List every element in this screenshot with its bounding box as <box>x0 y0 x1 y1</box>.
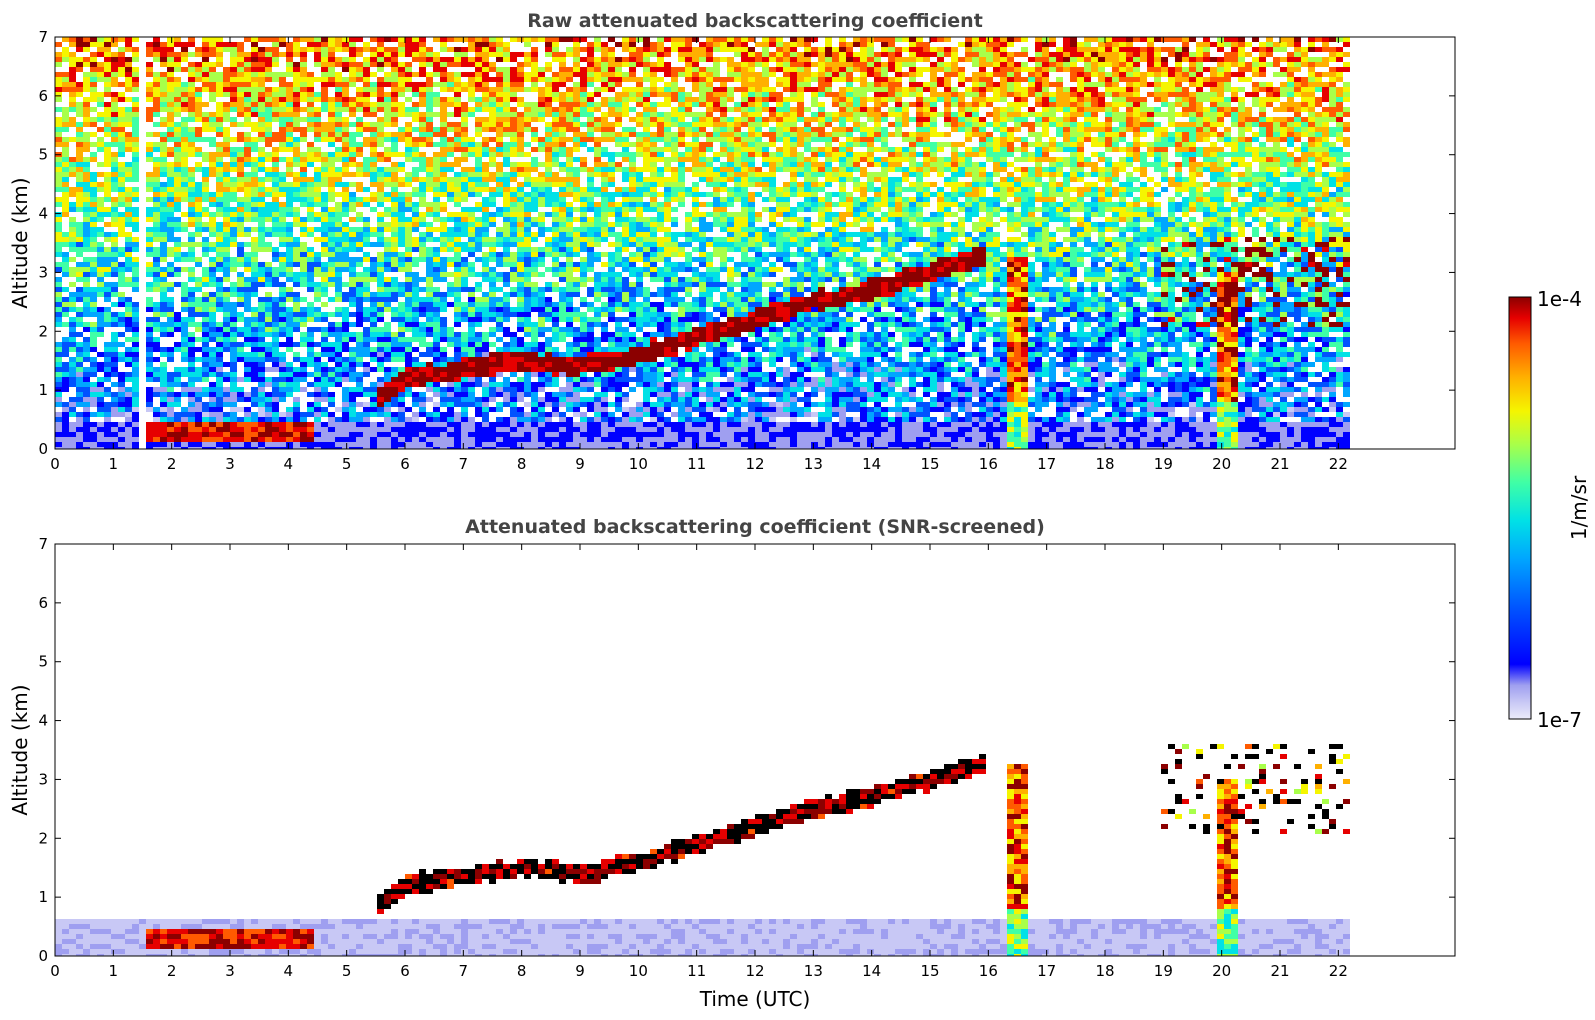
x-tick-label: 22 <box>1329 962 1348 980</box>
x-tick-label: 9 <box>575 455 585 473</box>
x-tick-label: 5 <box>342 455 352 473</box>
x-tick-label: 18 <box>1095 962 1114 980</box>
x-tick-label: 17 <box>1037 962 1056 980</box>
y-tick-label: 5 <box>38 146 48 164</box>
y-tick-label: 0 <box>38 440 48 458</box>
x-tick-label: 12 <box>745 455 764 473</box>
y-tick-label: 5 <box>38 653 48 671</box>
x-tick-label: 20 <box>1212 455 1231 473</box>
x-tick-label: 11 <box>687 962 706 980</box>
x-tick-label: 15 <box>920 962 939 980</box>
y-tick-label: 6 <box>38 87 48 105</box>
y-tick-label: 3 <box>38 263 48 281</box>
x-tick-label: 8 <box>517 962 527 980</box>
x-tick-label: 16 <box>979 962 998 980</box>
x-tick-label: 8 <box>517 455 527 473</box>
top-y-axis-label: Altitude (km) <box>8 177 32 308</box>
y-tick-label: 4 <box>38 205 48 223</box>
top-panel-title: Raw attenuated backscattering coefficien… <box>527 10 983 32</box>
x-tick-label: 14 <box>862 455 881 473</box>
x-tick-label: 3 <box>225 962 235 980</box>
y-tick-label: 7 <box>38 28 48 46</box>
x-tick-label: 3 <box>225 455 235 473</box>
colorbar-gradient <box>1508 296 1532 720</box>
x-tick-label: 18 <box>1095 455 1114 473</box>
x-tick-label: 4 <box>284 962 294 980</box>
x-tick-label: 5 <box>342 962 352 980</box>
y-tick-label: 0 <box>38 947 48 965</box>
colorbar: 1e-4 1e-7 1/m/sr <box>1508 287 1591 732</box>
x-axis-label: Time (UTC) <box>699 987 811 1011</box>
y-tick-label: 7 <box>38 535 48 553</box>
x-tick-label: 14 <box>862 962 881 980</box>
x-tick-label: 7 <box>459 455 469 473</box>
y-tick-label: 4 <box>38 712 48 730</box>
x-tick-label: 2 <box>167 455 177 473</box>
colorbar-units-label: 1/m/sr <box>1567 475 1591 540</box>
top-panel: Raw attenuated backscattering coefficien… <box>8 10 1456 473</box>
bottom-panel: Attenuated backscattering coefficient (S… <box>8 516 1456 1011</box>
x-tick-label: 11 <box>687 455 706 473</box>
x-tick-label: 9 <box>575 962 585 980</box>
y-tick-label: 6 <box>38 594 48 612</box>
x-tick-label: 15 <box>920 455 939 473</box>
x-tick-label: 12 <box>745 962 764 980</box>
y-tick-label: 3 <box>38 770 48 788</box>
x-tick-label: 7 <box>459 962 469 980</box>
x-tick-label: 13 <box>804 455 823 473</box>
x-tick-label: 13 <box>804 962 823 980</box>
y-tick-label: 1 <box>38 381 48 399</box>
x-tick-label: 1 <box>109 962 119 980</box>
colorbar-max-label: 1e-4 <box>1537 287 1582 311</box>
y-tick-label: 2 <box>38 322 48 340</box>
x-tick-label: 19 <box>1154 455 1173 473</box>
x-tick-label: 2 <box>167 962 177 980</box>
x-tick-label: 16 <box>979 455 998 473</box>
bottom-plot-frame <box>54 543 1456 957</box>
x-tick-label: 17 <box>1037 455 1056 473</box>
x-tick-label: 22 <box>1329 455 1348 473</box>
y-tick-label: 1 <box>38 888 48 906</box>
colorbar-min-label: 1e-7 <box>1537 708 1582 732</box>
x-tick-label: 1 <box>109 455 119 473</box>
x-tick-label: 20 <box>1212 962 1231 980</box>
x-tick-label: 0 <box>50 962 60 980</box>
y-tick-label: 2 <box>38 829 48 847</box>
top-y-ticks: 0 1 2 3 4 5 6 7 <box>38 28 1455 458</box>
x-tick-label: 4 <box>284 455 294 473</box>
bottom-heatmap <box>55 744 1350 956</box>
x-tick-label: 6 <box>400 455 410 473</box>
x-tick-label: 21 <box>1270 962 1289 980</box>
x-tick-label: 10 <box>629 962 648 980</box>
top-x-ticks: 0 1 2 3 4 5 6 7 8 9 10 11 12 13 14 15 16 17 18 19 20 21 22 <box>50 37 1348 473</box>
bottom-panel-title: Attenuated backscattering coefficient (S… <box>465 516 1045 538</box>
bottom-y-ticks: 0 1 2 3 4 5 6 7 <box>38 535 1455 965</box>
bottom-x-ticks: 0 1 2 3 4 5 6 7 8 9 10 11 12 13 14 15 16 17 18 19 20 21 22 <box>50 544 1348 980</box>
x-tick-label: 6 <box>400 962 410 980</box>
x-tick-label: 0 <box>50 455 60 473</box>
bottom-y-axis-label: Altitude (km) <box>8 684 32 815</box>
x-tick-label: 21 <box>1270 455 1289 473</box>
top-heatmap <box>55 37 1350 449</box>
x-tick-label: 10 <box>629 455 648 473</box>
x-tick-label: 19 <box>1154 962 1173 980</box>
